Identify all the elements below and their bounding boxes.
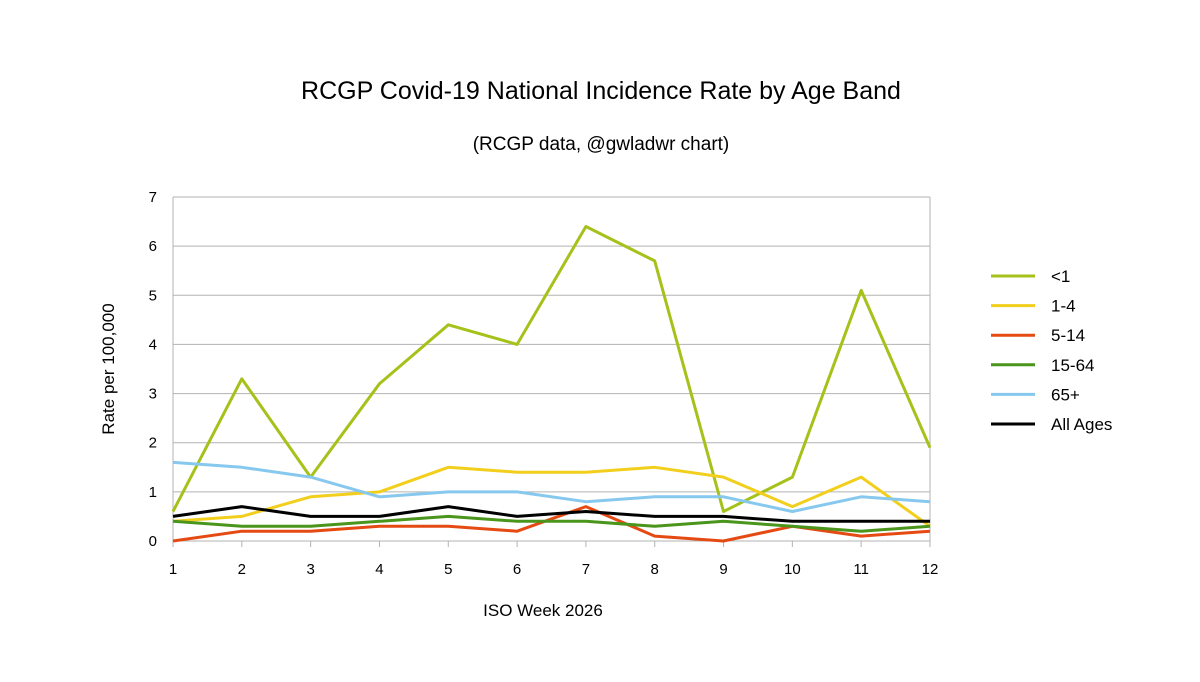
legend-label: 5-14	[1051, 326, 1085, 345]
x-tick-label: 11	[853, 561, 869, 578]
x-tick-label: 8	[651, 561, 659, 578]
series-line	[171, 225, 932, 513]
y-tick-label: 5	[149, 287, 157, 304]
x-tick-label: 3	[306, 561, 314, 578]
x-tick-label: 1	[169, 561, 177, 578]
legend: <1 1-4 5-14 15-64 65+ All Ages	[991, 267, 1112, 434]
y-tick-label: 6	[149, 238, 157, 255]
legend-label: 1-4	[1051, 297, 1076, 316]
x-axis-label: ISO Week 2026	[483, 601, 603, 620]
x-tick-label: 2	[238, 561, 246, 578]
chart-title: RCGP Covid-19 National Incidence Rate by…	[301, 77, 901, 105]
x-tick-label: 10	[784, 561, 801, 578]
x-tick-label: 4	[375, 561, 383, 578]
x-tick-label: 7	[582, 561, 590, 578]
series-line	[172, 460, 931, 513]
series-line	[172, 505, 930, 523]
y-tick-label: 2	[149, 435, 157, 452]
x-tick-label: 12	[922, 561, 939, 578]
legend-label: All Ages	[1051, 415, 1112, 434]
legend-label: 15-64	[1051, 356, 1094, 375]
chart-subtitle: (RCGP data, @gwladwr chart)	[473, 134, 730, 155]
series-line	[172, 465, 931, 528]
y-tick-label: 3	[149, 386, 157, 403]
y-tick-label: 0	[149, 533, 157, 550]
x-tick-label: 9	[719, 561, 727, 578]
x-tick-label: 5	[444, 561, 452, 578]
legend-label: 65+	[1051, 385, 1080, 404]
y-tick-label: 4	[149, 336, 157, 353]
y-tick-label: 1	[149, 484, 157, 501]
y-tick-label: 7	[149, 189, 157, 206]
y-axis-label: Rate per 100,000	[99, 303, 118, 434]
x-tick-label: 6	[513, 561, 521, 578]
legend-label: <1	[1051, 267, 1070, 286]
series-line	[172, 514, 931, 533]
